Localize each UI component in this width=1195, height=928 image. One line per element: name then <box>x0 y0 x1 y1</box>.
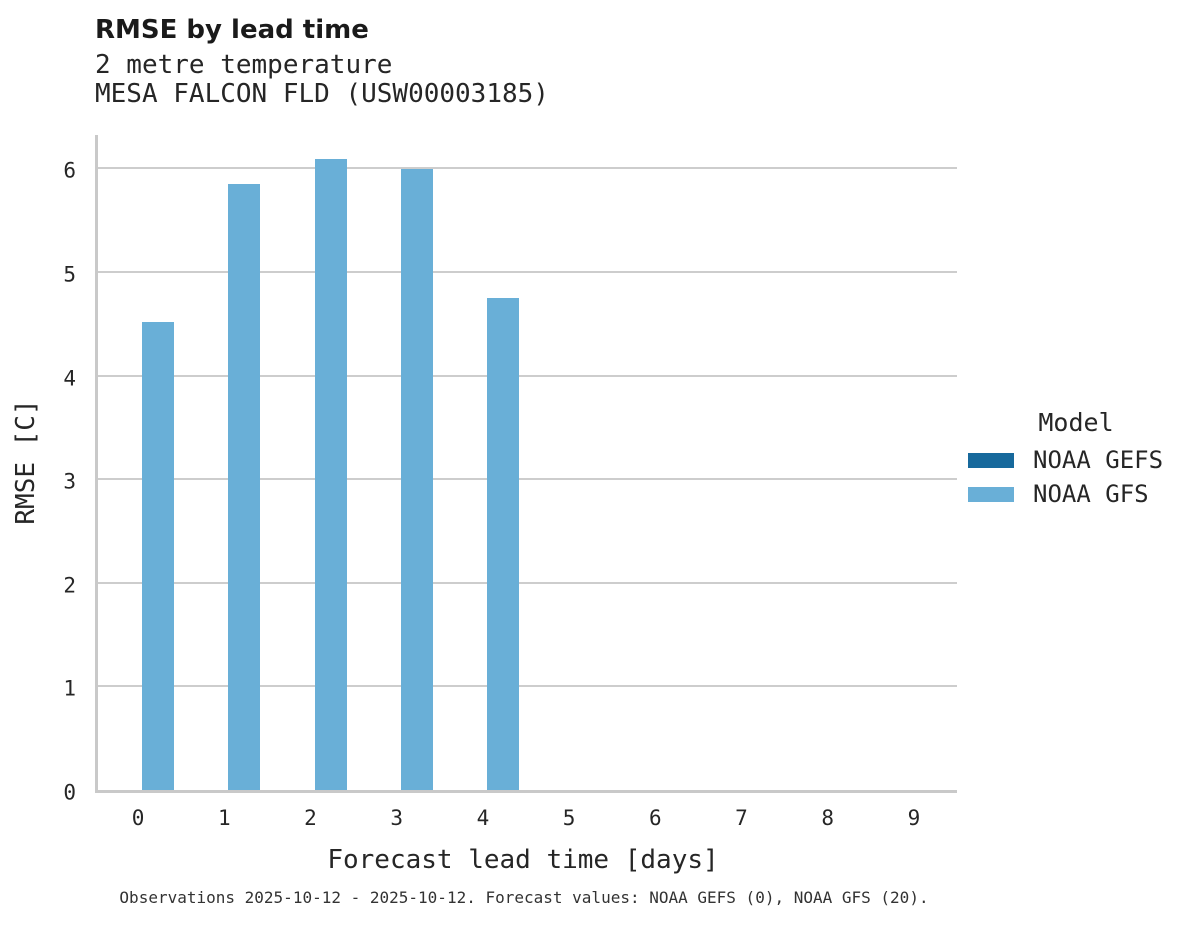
x-tick-label-8: 8 <box>821 806 835 830</box>
legend-item-label: NOAA GFS <box>1033 480 1149 508</box>
y-tick-label-0: 0 <box>63 780 76 805</box>
gridline-y-5 <box>98 270 957 273</box>
chart-subtitle-variable: 2 metre temperature <box>95 50 393 80</box>
x-tick-label-3: 3 <box>390 806 404 830</box>
chart-header: RMSE by lead time 2 metre temperature ME… <box>95 14 549 109</box>
gridline-y-6 <box>98 167 957 170</box>
x-tick-label-6: 6 <box>648 806 662 830</box>
legend-item-noaa-gefs: NOAA GEFS <box>968 443 1184 477</box>
bar-noaa-gfs-lead-4 <box>486 297 519 790</box>
bar-noaa-gfs-lead-3 <box>400 169 433 790</box>
y-axis-ticks: 0 1 2 3 4 5 6 <box>0 135 78 803</box>
bar-noaa-gfs-lead-2 <box>314 158 347 790</box>
legend-swatch-icon <box>968 452 1014 468</box>
bar-noaa-gfs-lead-0 <box>142 321 175 790</box>
y-tick-label-4: 4 <box>63 366 76 391</box>
y-tick-label-6: 6 <box>63 158 76 183</box>
x-tick-label-0: 0 <box>131 806 145 830</box>
legend: Model NOAA GEFS NOAA GFS <box>968 408 1184 511</box>
legend-item-noaa-gfs: NOAA GFS <box>968 477 1184 511</box>
x-tick-label-9: 9 <box>907 806 921 830</box>
gridline-y-4 <box>98 374 957 377</box>
y-tick-label-2: 2 <box>63 573 76 598</box>
gridline-y-2 <box>98 581 957 584</box>
legend-item-label: NOAA GEFS <box>1033 446 1164 474</box>
x-tick-label-2: 2 <box>304 806 317 830</box>
gridline-y-3 <box>98 478 957 481</box>
gridline-y-1 <box>98 685 957 688</box>
x-axis-ticks: 0 1 2 3 4 5 6 7 8 9 <box>95 800 957 836</box>
y-tick-label-1: 1 <box>63 676 76 701</box>
chart-title: RMSE by lead time <box>95 15 369 45</box>
legend-swatch-icon <box>968 486 1014 502</box>
bar-noaa-gfs-lead-1 <box>228 183 261 790</box>
x-tick-label-4: 4 <box>476 806 490 830</box>
caption-text: Observations 2025-10-12 - 2025-10-12. Fo… <box>119 888 929 907</box>
legend-title: Model <box>1038 408 1114 437</box>
x-tick-label-5: 5 <box>562 806 576 830</box>
y-tick-label-5: 5 <box>63 262 76 287</box>
x-tick-label-7: 7 <box>735 806 748 830</box>
x-tick-label-1: 1 <box>217 806 231 830</box>
plot-area <box>95 135 957 793</box>
y-tick-label-3: 3 <box>63 469 76 494</box>
x-axis-label: Forecast lead time [days] <box>327 845 719 875</box>
chart-subtitle-station: MESA FALCON FLD (USW00003185) <box>95 79 549 109</box>
